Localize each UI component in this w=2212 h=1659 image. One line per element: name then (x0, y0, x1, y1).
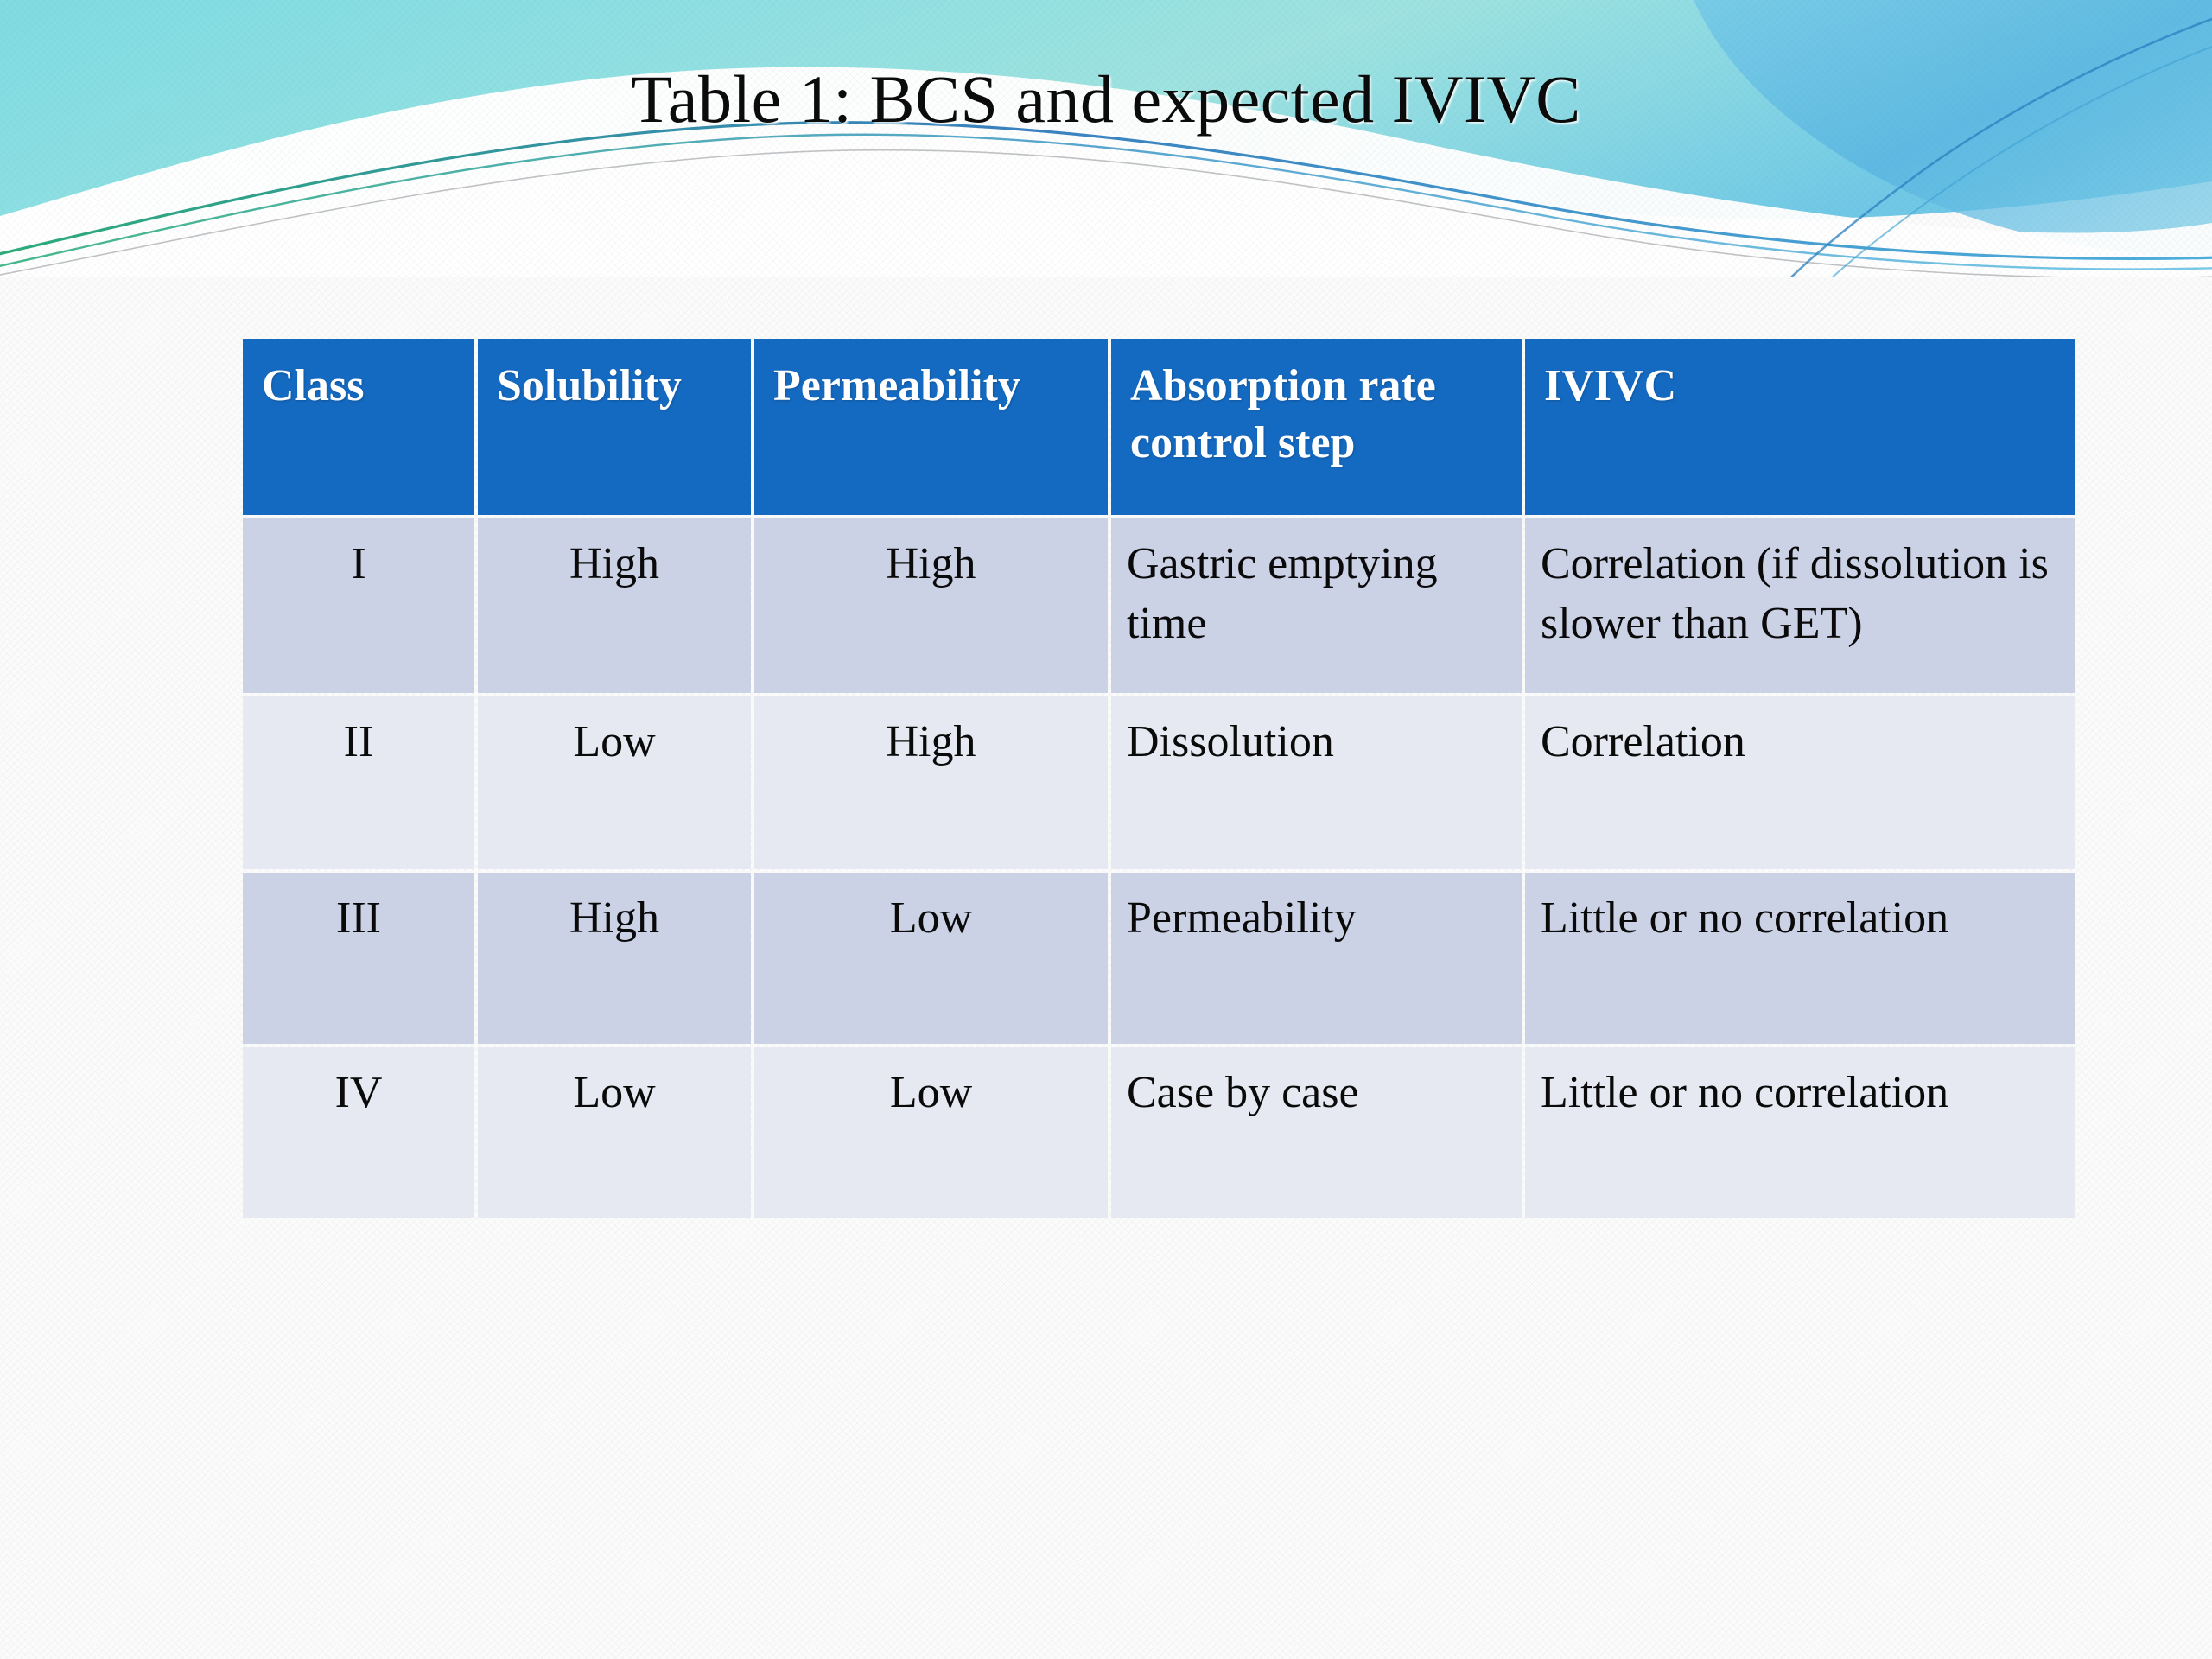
column-header-class: Class (243, 339, 474, 515)
bcs-table-container: Class Solubility Permeability Absorption… (243, 339, 2078, 1218)
cell-absorption-rate-control-step: Dissolution (1111, 696, 1522, 869)
table-row: IV Low Low Case by case Little or no cor… (243, 1047, 2075, 1218)
cell-ivivc: Little or no correlation (1525, 1047, 2075, 1218)
cell-solubility: Low (478, 696, 751, 869)
column-header-ivivc: IVIVC (1525, 339, 2075, 515)
bcs-table: Class Solubility Permeability Absorption… (239, 335, 2078, 1222)
column-header-solubility: Solubility (478, 339, 751, 515)
table-header-row: Class Solubility Permeability Absorption… (243, 339, 2075, 515)
cell-class: I (243, 518, 474, 693)
cell-absorption-rate-control-step: Gastric emptying time (1111, 518, 1522, 693)
cell-solubility: Low (478, 1047, 751, 1218)
cell-solubility: High (478, 518, 751, 693)
table-row: I High High Gastric emptying time Correl… (243, 518, 2075, 693)
page-title: Table 1: BCS and expected IVIVC (631, 61, 1581, 137)
table-header: Class Solubility Permeability Absorption… (243, 339, 2075, 515)
cell-permeability: Low (754, 873, 1108, 1044)
column-header-permeability: Permeability (754, 339, 1108, 515)
table-row: III High Low Permeability Little or no c… (243, 873, 2075, 1044)
cell-ivivc: Correlation (1525, 696, 2075, 869)
cell-absorption-rate-control-step: Permeability (1111, 873, 1522, 1044)
cell-class: III (243, 873, 474, 1044)
cell-solubility: High (478, 873, 751, 1044)
table-row: II Low High Dissolution Correlation (243, 696, 2075, 869)
cell-class: II (243, 696, 474, 869)
column-header-absorption-rate-control-step: Absorption rate control step (1111, 339, 1522, 515)
cell-ivivc: Correlation (if dissolution is slower th… (1525, 518, 2075, 693)
cell-class: IV (243, 1047, 474, 1218)
decorative-banner (0, 0, 2212, 276)
table-body: I High High Gastric emptying time Correl… (243, 518, 2075, 1218)
cell-permeability: High (754, 518, 1108, 693)
banner-artwork (0, 0, 2212, 276)
cell-absorption-rate-control-step: Case by case (1111, 1047, 1522, 1218)
cell-permeability: High (754, 696, 1108, 869)
cell-ivivc: Little or no correlation (1525, 873, 2075, 1044)
cell-permeability: Low (754, 1047, 1108, 1218)
